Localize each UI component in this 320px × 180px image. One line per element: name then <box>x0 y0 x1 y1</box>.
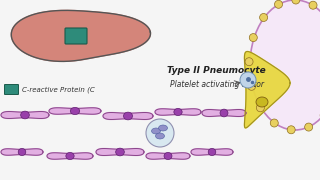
Ellipse shape <box>208 148 216 156</box>
Polygon shape <box>47 153 93 159</box>
Text: Platelet activating factor: Platelet activating factor <box>170 80 264 89</box>
Ellipse shape <box>156 133 164 139</box>
Text: Type II Pneumocyte: Type II Pneumocyte <box>167 66 266 75</box>
Circle shape <box>249 34 257 42</box>
FancyBboxPatch shape <box>65 28 87 44</box>
Ellipse shape <box>21 111 29 119</box>
Ellipse shape <box>256 97 268 107</box>
Circle shape <box>287 126 295 134</box>
Polygon shape <box>244 51 290 128</box>
Circle shape <box>309 1 317 9</box>
Circle shape <box>275 0 283 8</box>
Ellipse shape <box>220 109 228 117</box>
Circle shape <box>240 72 256 88</box>
Circle shape <box>305 123 313 131</box>
Circle shape <box>260 14 268 21</box>
Polygon shape <box>1 149 43 155</box>
Ellipse shape <box>164 152 172 160</box>
Circle shape <box>256 104 264 112</box>
Ellipse shape <box>151 128 161 134</box>
Polygon shape <box>202 109 246 116</box>
Ellipse shape <box>18 148 26 156</box>
Ellipse shape <box>124 112 132 120</box>
Polygon shape <box>146 153 190 159</box>
Circle shape <box>245 58 253 66</box>
Text: C-reactive Protein (C: C-reactive Protein (C <box>22 87 95 93</box>
Ellipse shape <box>70 107 80 115</box>
Polygon shape <box>155 109 201 115</box>
FancyBboxPatch shape <box>4 84 19 95</box>
Ellipse shape <box>158 125 167 131</box>
Ellipse shape <box>66 152 74 160</box>
Polygon shape <box>11 10 150 61</box>
Ellipse shape <box>174 108 182 116</box>
Circle shape <box>292 0 300 4</box>
Polygon shape <box>96 148 144 156</box>
Ellipse shape <box>250 0 320 130</box>
Circle shape <box>270 119 278 127</box>
Circle shape <box>248 82 256 90</box>
Polygon shape <box>103 112 153 120</box>
Circle shape <box>146 119 174 147</box>
Polygon shape <box>191 149 233 155</box>
Polygon shape <box>49 108 101 114</box>
Polygon shape <box>1 112 49 118</box>
Ellipse shape <box>116 148 124 156</box>
